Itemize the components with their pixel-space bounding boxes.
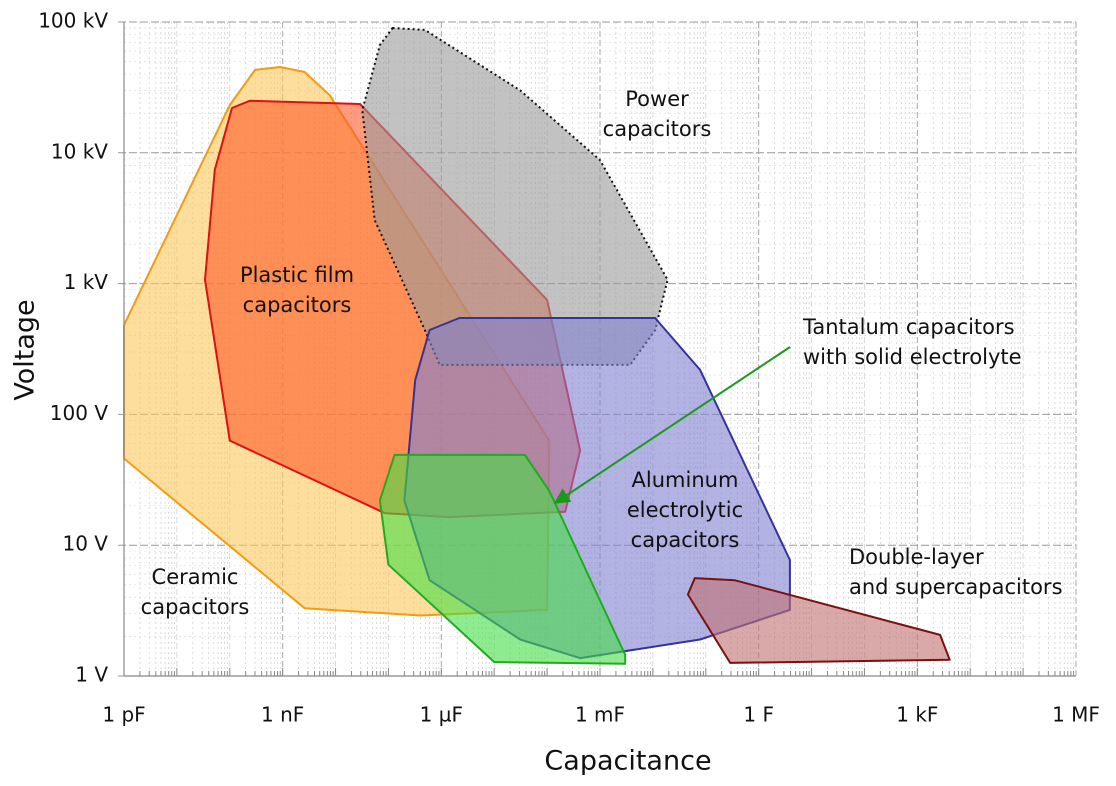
x-axis-label: Capacitance xyxy=(544,746,711,777)
regions xyxy=(123,27,951,665)
region xyxy=(686,577,951,664)
region-label: Power capacitors xyxy=(603,87,712,141)
annotation-arrow xyxy=(553,346,791,504)
region-label: Double-layer and supercapacitors xyxy=(849,545,1063,599)
y-axis-label: Voltage xyxy=(10,299,41,400)
labels: Ceramic capacitors Plastic film capacitors P… xyxy=(141,87,1063,619)
region-label: Plastic film capacitors xyxy=(240,263,354,317)
x-tick-label: 1 nF xyxy=(261,703,304,727)
x-tick-label: 1 pF xyxy=(102,703,145,727)
y-tick-label: 100 kV xyxy=(38,9,108,33)
x-tick-label: 1 kF xyxy=(896,703,938,727)
x-tick-label: 1 mF xyxy=(575,703,625,727)
region-label: Tantalum capacitors with solid electrolyt… xyxy=(802,315,1022,369)
y-tick-label: 10 kV xyxy=(51,139,108,163)
y-tick-label: 100 V xyxy=(50,401,109,425)
region xyxy=(361,27,669,366)
x-tick-label: 1 µF xyxy=(420,703,463,727)
region xyxy=(378,453,627,665)
y-tick-label: 10 V xyxy=(63,532,109,556)
region-label: Ceramic capacitors xyxy=(141,565,250,619)
y-tick-label: 1 kV xyxy=(64,270,109,294)
x-tick-label: 1 MF xyxy=(1052,703,1100,727)
axes: 1 pF 1 nF 1 µF 1 mF 1 F 1 kF 1 MF 1 V 10 V 100 V 1… xyxy=(38,9,1100,727)
x-tick-label: 1 F xyxy=(743,703,774,727)
y-tick-label: 1 V xyxy=(75,663,108,687)
region-label: Aluminum electrolytic capacitors xyxy=(627,468,743,552)
